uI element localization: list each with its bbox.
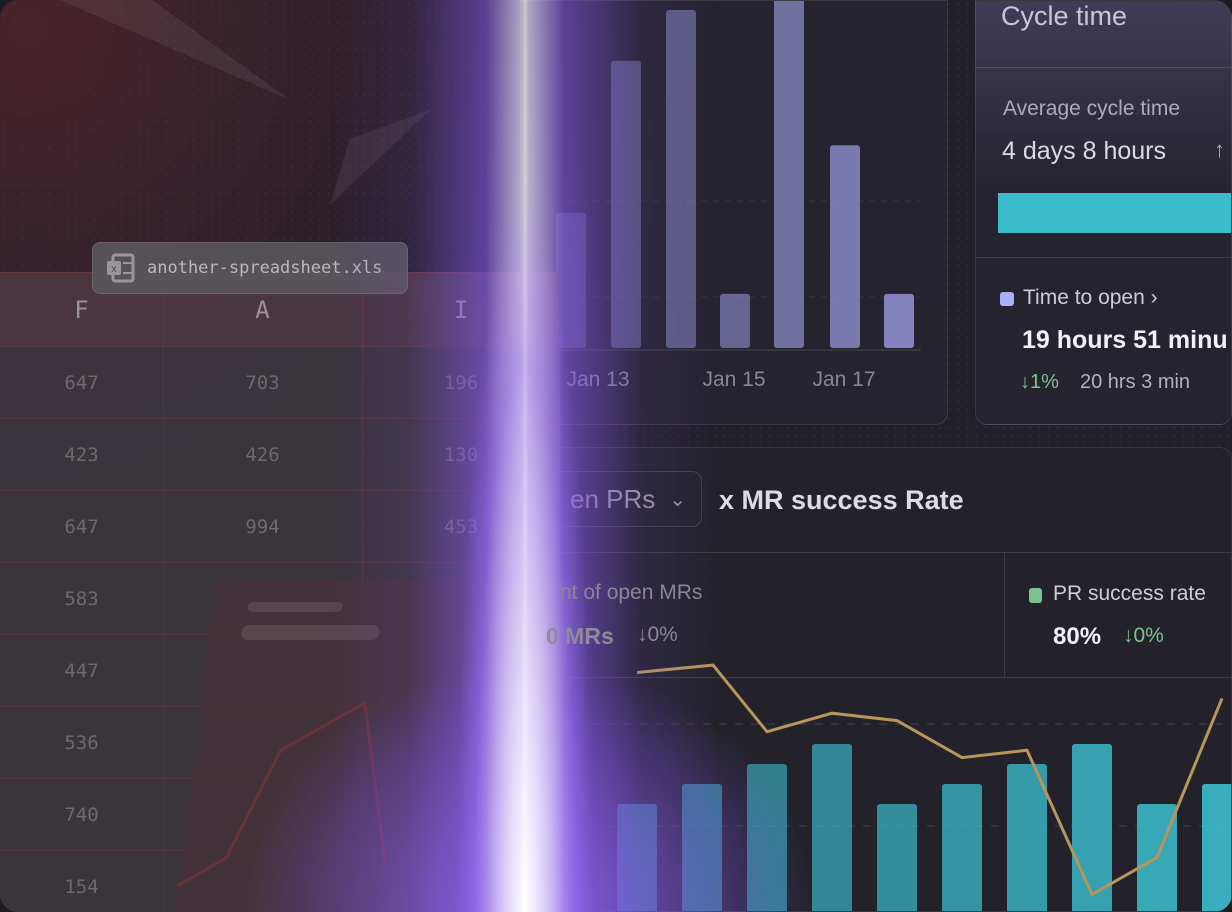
chevron-right-icon: › — [1150, 286, 1158, 309]
x-tick-label: Jan 15 — [702, 368, 765, 391]
svg-text:x: x — [111, 264, 117, 275]
cycle-time-bar — [998, 193, 1231, 233]
table-cell[interactable]: 647 — [0, 490, 163, 562]
time-to-open-previous: 20 hrs 3 min — [1080, 371, 1191, 393]
average-cycle-time-label: Average cycle time — [1003, 97, 1181, 120]
time-to-open-legend-swatch — [1000, 292, 1014, 306]
time-to-open-label: Time to open — [1023, 286, 1145, 309]
pr-success-rate-change: ↓0% — [1123, 624, 1164, 647]
bar — [884, 293, 914, 348]
bar — [830, 145, 860, 348]
excel-icon: x — [107, 253, 135, 283]
cycle-time-card: Cycle time Average cycle time 4 days 8 h… — [975, 0, 1232, 425]
pr-success-rate-value: 80% — [1053, 623, 1102, 650]
table-cell[interactable]: 423 — [0, 418, 163, 490]
table-cell[interactable]: 447 — [0, 634, 163, 706]
bar — [720, 293, 750, 348]
time-to-open-change: ↓1% — [1020, 371, 1059, 393]
mr-success-title: x MR success Rate — [719, 485, 964, 515]
table-cell[interactable]: 647 — [0, 346, 163, 418]
arrow-up-icon: ↑ — [1214, 137, 1225, 162]
file-name: another-spreadsheet.xls — [147, 258, 383, 278]
pr-success-rate-label: PR success rate — [1053, 582, 1206, 605]
x-tick-label: Jan 17 — [812, 368, 875, 391]
table-cell[interactable]: 703 — [163, 346, 362, 418]
table-cell[interactable]: 536 — [0, 706, 163, 778]
average-cycle-time-value: 4 days 8 hours — [1002, 137, 1166, 165]
time-to-open-link[interactable]: Time to open › — [1023, 286, 1158, 310]
table-cell[interactable]: 583 — [0, 562, 163, 634]
file-tab[interactable]: x another-spreadsheet.xls — [92, 242, 408, 294]
time-to-open-value: 19 hours 51 minu — [1022, 326, 1228, 354]
bar — [1202, 784, 1231, 911]
bar — [942, 784, 982, 911]
light-beam-core — [440, 0, 610, 912]
cycle-time-title: Cycle time — [1001, 1, 1128, 31]
bar — [1007, 764, 1047, 911]
table-cell[interactable]: 740 — [0, 778, 163, 850]
bar — [611, 60, 641, 348]
bar — [666, 10, 696, 348]
table-cell[interactable]: 426 — [163, 418, 362, 490]
bar — [774, 1, 804, 348]
success-legend-swatch — [1029, 588, 1042, 603]
table-cell[interactable]: 154 — [0, 850, 163, 912]
